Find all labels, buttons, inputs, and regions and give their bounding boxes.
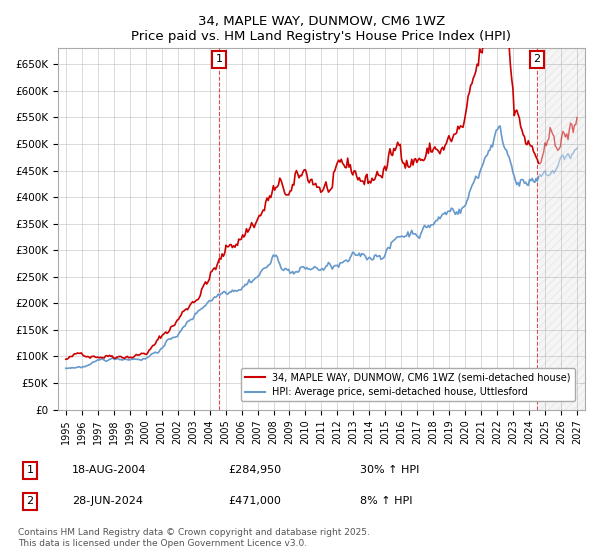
Title: 34, MAPLE WAY, DUNMOW, CM6 1WZ
Price paid vs. HM Land Registry's House Price Ind: 34, MAPLE WAY, DUNMOW, CM6 1WZ Price pai… <box>131 15 511 43</box>
Text: 2: 2 <box>26 496 34 506</box>
Text: 1: 1 <box>215 54 223 64</box>
Bar <box>539 48 585 409</box>
Text: 1: 1 <box>26 465 34 475</box>
Text: Contains HM Land Registry data © Crown copyright and database right 2025.
This d: Contains HM Land Registry data © Crown c… <box>18 528 370 548</box>
Text: 8% ↑ HPI: 8% ↑ HPI <box>360 496 413 506</box>
Text: 2: 2 <box>533 54 541 64</box>
Text: 30% ↑ HPI: 30% ↑ HPI <box>360 465 419 475</box>
Text: £471,000: £471,000 <box>228 496 281 506</box>
Legend: 34, MAPLE WAY, DUNMOW, CM6 1WZ (semi-detached house), HPI: Average price, semi-d: 34, MAPLE WAY, DUNMOW, CM6 1WZ (semi-det… <box>241 368 575 401</box>
Text: 28-JUN-2024: 28-JUN-2024 <box>72 496 143 506</box>
Text: 18-AUG-2004: 18-AUG-2004 <box>72 465 146 475</box>
Text: £284,950: £284,950 <box>228 465 281 475</box>
